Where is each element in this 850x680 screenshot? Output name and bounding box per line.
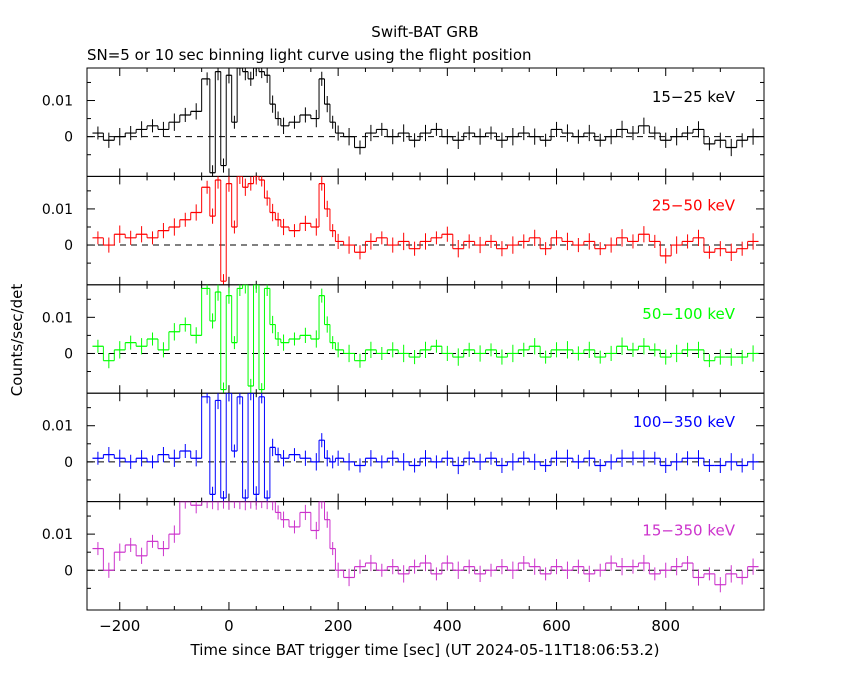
panel-frame: [86, 392, 765, 503]
series-group: [92, 501, 759, 593]
y-tick-label: 0.01: [42, 94, 73, 110]
x-tick-label: 400: [433, 617, 462, 635]
y-tick-label: 0.01: [42, 310, 73, 326]
y-axis-label: Counts/sec/det: [8, 284, 26, 397]
figure-title: Swift-BAT GRB: [371, 23, 478, 41]
panel-1: 0 0.01 15−25 keV: [42, 67, 765, 177]
x-tick-label: 800: [651, 617, 680, 635]
panel-4: 0 0.01 100−350 keV: [42, 392, 765, 503]
y-tick-label: 0.01: [42, 527, 73, 543]
band-label: 50−100 keV: [642, 305, 735, 323]
y-tick-label: 0: [64, 455, 73, 471]
panels-group: 0 0.01 15−25 keV 0 0.01 25−50 keV 0 0.01 50−100 …: [42, 67, 765, 635]
y-tick-label: 0: [64, 238, 73, 254]
band-label: 25−50 keV: [652, 196, 736, 214]
series-group: [92, 284, 759, 394]
series-group: [92, 393, 759, 502]
band-label: 15−25 keV: [652, 88, 736, 106]
panel-3: 0 0.01 50−100 keV: [42, 284, 765, 394]
panel-2: 0 0.01 25−50 keV: [42, 175, 765, 286]
y-tick-label: 0: [64, 563, 73, 579]
y-tick-label: 0.01: [42, 419, 73, 435]
x-tick-label: 200: [324, 617, 353, 635]
band-label: 15−350 keV: [642, 522, 735, 540]
band-label: 100−350 keV: [633, 413, 736, 431]
y-tick-label: 0.01: [42, 202, 73, 218]
x-tick-label: 600: [542, 617, 571, 635]
panel-frame: [86, 284, 765, 394]
y-tick-label: 0: [64, 130, 73, 146]
y-tick-label: 0: [64, 346, 73, 362]
panel-frame: [86, 175, 765, 286]
x-tick-label: 0: [224, 617, 234, 635]
series-group: [92, 68, 759, 177]
series-group: [92, 176, 759, 285]
figure-subtitle: SN=5 or 10 sec binning light curve using…: [87, 46, 532, 64]
panel-frame: [86, 67, 765, 177]
x-tick-label: −200: [99, 617, 140, 635]
panel-5: 0 0.01 15−350 keV −200 0 200 400 600 800: [42, 501, 765, 635]
panel-frame: [86, 501, 765, 611]
x-axis-label: Time since BAT trigger time [sec] (UT 20…: [190, 641, 660, 659]
